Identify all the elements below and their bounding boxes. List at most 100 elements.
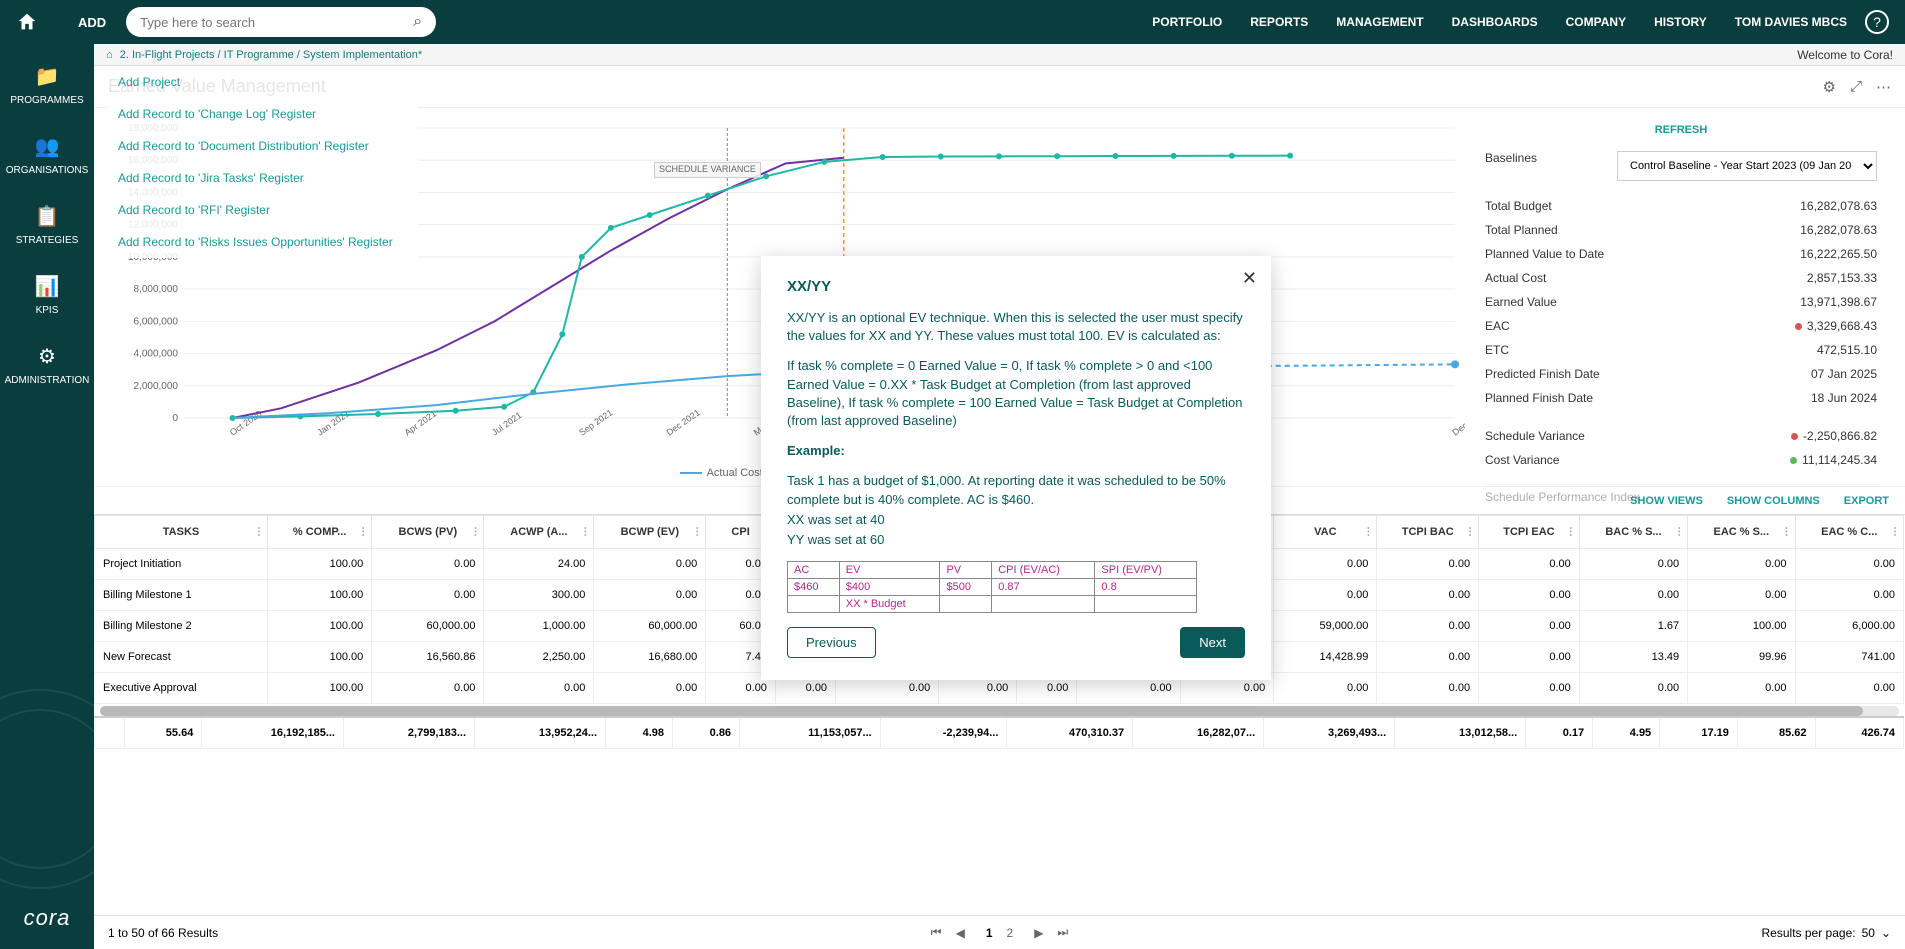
metric-label: Cost Variance — [1485, 453, 1559, 467]
help-modal: ✕ XX/YY XX/YY is an optional EV techniqu… — [761, 256, 1271, 680]
rpp-value[interactable]: 50 — [1862, 926, 1875, 940]
col-header[interactable]: % COMP...⋮ — [268, 516, 372, 549]
summary-cell: -2,239,94... — [880, 717, 1007, 749]
refresh-link[interactable]: REFRESH — [1483, 124, 1879, 136]
baseline-label: Baselines — [1485, 151, 1537, 189]
cell: 300.00 — [484, 580, 594, 611]
page-number[interactable]: 2 — [1000, 924, 1021, 942]
summary-cell: 2,799,183... — [344, 717, 475, 749]
col-menu-icon[interactable]: ⋮ — [580, 527, 589, 538]
metric-label: Predicted Finish Date — [1485, 367, 1600, 381]
footer: 1 to 50 of 66 Results ⏮ ◀ 12 ▶ ⏭ Results… — [94, 915, 1905, 949]
cell: 99.96 — [1688, 642, 1795, 673]
metric-value: 13,971,398.67 — [1800, 295, 1877, 309]
page-last-icon[interactable]: ⏭ — [1057, 925, 1068, 940]
nav-tom-davies-mbcs[interactable]: TOM DAVIES MBCS — [1735, 15, 1847, 29]
col-header[interactable]: BCWS (PV)⋮ — [372, 516, 484, 549]
col-menu-icon[interactable]: ⋮ — [254, 527, 263, 538]
page-next-icon[interactable]: ▶ — [1034, 926, 1043, 940]
cell: 16,560.86 — [372, 642, 484, 673]
dropdown-item[interactable]: Add Record to 'Jira Tasks' Register — [108, 162, 418, 194]
metric-value: 16,282,078.63 — [1800, 199, 1877, 213]
dropdown-item[interactable]: Add Record to 'RFI' Register — [108, 194, 418, 226]
nav-dashboards[interactable]: DASHBOARDS — [1452, 15, 1538, 29]
sidebar-item-kpis[interactable]: 📊KPIS — [5, 274, 90, 316]
home-icon[interactable] — [16, 11, 38, 33]
collapse-icon[interactable]: ⤢ — [1850, 78, 1862, 96]
summary-cell: 4.98 — [606, 717, 673, 749]
cell: 0.00 — [1274, 580, 1377, 611]
nav-management[interactable]: MANAGEMENT — [1336, 15, 1423, 29]
col-header[interactable]: VAC⋮ — [1274, 516, 1377, 549]
cell: 0.00 — [1688, 549, 1795, 580]
nav-history[interactable]: HISTORY — [1654, 15, 1707, 29]
next-button[interactable]: Next — [1180, 627, 1245, 658]
col-header[interactable]: TASKS⋮ — [95, 516, 268, 549]
page-prev-icon[interactable]: ◀ — [956, 926, 965, 940]
modal-text: XX was set at 40 — [787, 511, 1245, 529]
page-first-icon[interactable]: ⏮ — [931, 925, 942, 940]
cell: 741.00 — [1795, 642, 1903, 673]
result-count: 1 to 50 of 66 Results — [108, 926, 218, 940]
col-header[interactable]: TCPI BAC⋮ — [1377, 516, 1479, 549]
summary-cell: 426.74 — [1815, 717, 1903, 749]
col-menu-icon[interactable]: ⋮ — [470, 527, 479, 538]
col-header[interactable]: TCPI EAC⋮ — [1479, 516, 1580, 549]
metric-row: Predicted Finish Date07 Jan 2025 — [1483, 362, 1879, 386]
col-header[interactable]: EAC % S...⋮ — [1688, 516, 1795, 549]
breadcrumb-home-icon[interactable]: ⌂ — [106, 49, 113, 61]
col-menu-icon[interactable]: ⋮ — [692, 527, 701, 538]
h-scroll-thumb[interactable] — [100, 706, 1863, 716]
cell: 0.00 — [1479, 611, 1580, 642]
cell: 100.00 — [268, 580, 372, 611]
col-menu-icon[interactable]: ⋮ — [1890, 527, 1899, 538]
sidebar-item-strategies[interactable]: 📋STRATEGIES — [5, 204, 90, 246]
help-icon[interactable]: ? — [1865, 10, 1889, 34]
baseline-select[interactable]: Control Baseline - Year Start 2023 (09 J… — [1617, 151, 1877, 181]
col-menu-icon[interactable]: ⋮ — [1782, 527, 1791, 538]
col-header[interactable]: BCWP (EV)⋮ — [594, 516, 706, 549]
sidebar-item-administration[interactable]: ⚙ADMINISTRATION — [5, 344, 90, 386]
add-dropdown: Add ProjectAdd Record to 'Change Log' Re… — [108, 66, 418, 258]
col-menu-icon[interactable]: ⋮ — [1465, 527, 1474, 538]
more-icon[interactable]: ⋯ — [1876, 78, 1891, 96]
summary-cell: 470,310.37 — [1007, 717, 1133, 749]
close-icon[interactable]: ✕ — [1242, 268, 1257, 289]
cell: 1.67 — [1579, 611, 1687, 642]
cell: 0.00 — [1688, 673, 1795, 704]
dropdown-item[interactable]: Add Record to 'Change Log' Register — [108, 98, 418, 130]
modal-cell: PV — [940, 562, 992, 579]
cell: 0.00 — [594, 549, 706, 580]
title-actions: ⚙ ⤢ ⋯ — [1823, 78, 1891, 96]
rpp-label: Results per page: — [1762, 926, 1856, 940]
col-menu-icon[interactable]: ⋮ — [1674, 527, 1683, 538]
chevron-down-icon[interactable]: ⌄ — [1881, 926, 1891, 940]
dropdown-item[interactable]: Add Record to 'Document Distribution' Re… — [108, 130, 418, 162]
add-button[interactable]: ADD — [78, 15, 106, 30]
h-scrollbar[interactable] — [100, 706, 1899, 716]
nav-reports[interactable]: REPORTS — [1250, 15, 1308, 29]
col-menu-icon[interactable]: ⋮ — [1363, 527, 1372, 538]
col-menu-icon[interactable]: ⋮ — [1566, 527, 1575, 538]
summary-cell: 85.62 — [1737, 717, 1815, 749]
gear-icon[interactable]: ⚙ — [1823, 78, 1836, 96]
sidebar-item-programmes[interactable]: 📁PROGRAMMES — [5, 64, 90, 106]
sidebar-item-organisations[interactable]: 👥ORGANISATIONS — [5, 134, 90, 176]
search-input[interactable] — [140, 15, 413, 30]
col-header[interactable]: ACWP (A...⋮ — [484, 516, 594, 549]
dropdown-item[interactable]: Add Project — [108, 66, 418, 98]
col-header[interactable]: EAC % C...⋮ — [1795, 516, 1903, 549]
page-number[interactable]: 1 — [979, 924, 1000, 942]
col-header[interactable]: BAC % S...⋮ — [1579, 516, 1687, 549]
summary-cell: 0.86 — [673, 717, 740, 749]
previous-button[interactable]: Previous — [787, 627, 876, 658]
nav-portfolio[interactable]: PORTFOLIO — [1152, 15, 1222, 29]
dropdown-item[interactable]: Add Record to 'Risks Issues Opportunitie… — [108, 226, 418, 258]
nav-company[interactable]: COMPANY — [1566, 15, 1626, 29]
search-icon[interactable]: ⌕ — [413, 13, 422, 31]
cell: 0.00 — [1795, 580, 1903, 611]
modal-cell: $500 — [940, 579, 992, 596]
modal-text: Example: — [787, 442, 1245, 460]
col-menu-icon[interactable]: ⋮ — [358, 527, 367, 538]
breadcrumb[interactable]: ⌂ 2. In-Flight Projects / IT Programme /… — [106, 44, 422, 66]
